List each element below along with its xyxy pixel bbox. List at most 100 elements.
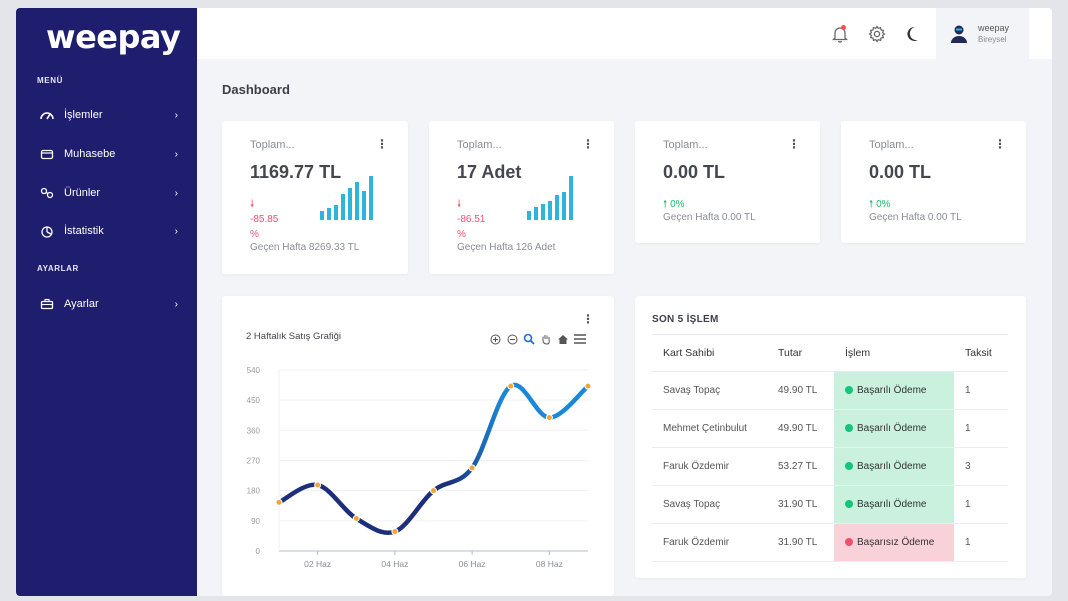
cell-amount: 49.90 TL xyxy=(767,371,834,410)
x-tick-label: 02 Haz xyxy=(304,559,331,569)
data-point xyxy=(584,382,592,390)
more-vertical-icon[interactable]: ⋮ xyxy=(582,137,594,151)
sidebar-item-label: Muhasebe xyxy=(64,148,116,160)
chart-toolbar xyxy=(488,333,587,345)
sidebar-item-islemler[interactable]: İşlemler › xyxy=(38,104,178,126)
mini-bar xyxy=(555,194,559,220)
mini-bar xyxy=(534,207,538,220)
stat-card-3: Toplam... ⋮ 0.00 TL 🠕 0% Geçen Hafta 0.0… xyxy=(635,121,820,243)
stat-label: Toplam... xyxy=(663,139,708,151)
zoom-in-icon[interactable] xyxy=(488,333,502,345)
menu-icon[interactable] xyxy=(573,333,587,345)
moon-icon[interactable] xyxy=(902,24,922,44)
stat-change: 🠗 -85.85 % xyxy=(250,197,290,242)
cell-amount: 49.90 TL xyxy=(767,409,834,448)
bell-icon[interactable] xyxy=(830,24,850,44)
data-point xyxy=(352,514,360,522)
sidebar-item-urunler[interactable]: Ürünler › xyxy=(38,182,178,204)
home-reset-icon[interactable] xyxy=(556,333,570,345)
speedometer-icon xyxy=(38,108,56,122)
pie-chart-icon xyxy=(38,224,56,238)
zoom-select-icon[interactable] xyxy=(522,333,536,345)
table-row[interactable]: Faruk Özdemir 31.90 TL Başarısız Ödeme 1 xyxy=(652,523,1008,562)
chart-title: 2 Haftalık Satış Grafiği xyxy=(246,331,342,342)
mini-bar xyxy=(320,211,324,220)
status-dot xyxy=(845,538,853,546)
cell-status: Başarılı Ödeme xyxy=(834,485,954,524)
gear-icon[interactable] xyxy=(867,24,887,44)
cell-installment: 1 xyxy=(954,485,1008,524)
sidebar-section-ayarlar: AYARLAR xyxy=(37,264,79,273)
user-menu[interactable]: weepay Bireysel xyxy=(936,8,1029,59)
app-frame: weepay MENÜ İşlemler › Muhasebe › Ürünle… xyxy=(16,8,1052,596)
more-vertical-icon[interactable]: ⋮ xyxy=(788,137,800,151)
sales-line-chart: 0 90 180 270 360 450 540 02 Haz 04 Haz 06 Haz 08 H… xyxy=(247,366,592,569)
avatar xyxy=(950,24,968,44)
table-row[interactable]: Savaş Topaç 49.90 TL Başarılı Ödeme 1 xyxy=(652,371,1008,410)
data-point xyxy=(430,487,437,495)
data-point xyxy=(275,498,283,506)
zoom-out-icon[interactable] xyxy=(505,333,519,345)
cell-card-holder: Savaş Topaç xyxy=(652,371,767,410)
y-tick-label: 90 xyxy=(251,517,260,526)
stat-card-total-amount: Toplam... ⋮ 1169.77 TL 🠗 -85.85 % Geçen … xyxy=(222,121,408,274)
cell-installment: 3 xyxy=(954,447,1008,486)
status-badge: Başarılı Ödeme xyxy=(857,385,927,396)
sidebar-item-ayarlar[interactable]: Ayarlar › xyxy=(38,293,178,315)
column-header[interactable]: İşlem xyxy=(834,334,954,372)
mini-bar-chart xyxy=(527,175,573,220)
x-tick-label: 04 Haz xyxy=(381,559,408,569)
transactions-body: Savaş Topaç 49.90 TL Başarılı Ödeme 1 Mehmet… xyxy=(652,371,1008,562)
stat-previous: Geçen Hafta 126 Adet xyxy=(457,242,556,253)
pan-hand-icon[interactable] xyxy=(539,333,553,345)
arrow-up-icon: 🠕 xyxy=(869,199,874,210)
sidebar-item-label: İşlemler xyxy=(64,109,103,121)
stat-previous: Geçen Hafta 0.00 TL xyxy=(869,212,962,223)
stat-label: Toplam... xyxy=(869,139,914,151)
brand-logo[interactable]: weepay xyxy=(46,18,181,56)
data-point xyxy=(468,464,476,472)
table-row[interactable]: Faruk Özdemir 53.27 TL Başarılı Ödeme 3 xyxy=(652,447,1008,486)
y-tick-label: 360 xyxy=(247,426,261,435)
transactions-title: SON 5 İŞLEM xyxy=(652,314,719,325)
column-header[interactable]: Taksit xyxy=(954,334,1008,372)
mini-bar xyxy=(348,187,352,220)
stat-value: 1169.77 TL xyxy=(250,162,342,182)
mini-bar xyxy=(369,176,373,220)
chevron-right-icon: › xyxy=(174,109,178,121)
stat-value: 17 Adet xyxy=(457,162,522,182)
cell-status: Başarılı Ödeme xyxy=(834,371,954,410)
sales-chart-card: ⋮ 2 Haftalık Satış Grafiği 0 90 180 270 360 4… xyxy=(222,296,614,596)
chevron-right-icon: › xyxy=(174,187,178,199)
y-tick-label: 180 xyxy=(247,487,261,496)
sidebar-item-label: İstatistik xyxy=(64,225,104,237)
more-vertical-icon[interactable]: ⋮ xyxy=(582,312,594,326)
more-vertical-icon[interactable]: ⋮ xyxy=(994,137,1006,151)
sidebar-item-muhasebe[interactable]: Muhasebe › xyxy=(38,143,178,165)
sidebar: weepay MENÜ İşlemler › Muhasebe › Ürünle… xyxy=(16,8,197,596)
cell-card-holder: Faruk Özdemir xyxy=(652,523,767,562)
table-row[interactable]: Mehmet Çetinbulut 49.90 TL Başarılı Ödeme 1 xyxy=(652,409,1008,448)
column-header[interactable]: Kart Sahibi xyxy=(652,334,767,372)
sidebar-item-istatistik[interactable]: İstatistik › xyxy=(38,220,178,242)
table-row[interactable]: Savaş Topaç 31.90 TL Başarılı Ödeme 1 xyxy=(652,485,1008,524)
more-vertical-icon[interactable]: ⋮ xyxy=(376,137,388,151)
mini-bar xyxy=(541,204,545,220)
stat-card-4: Toplam... ⋮ 0.00 TL 🠕 0% Geçen Hafta 0.0… xyxy=(841,121,1026,243)
cell-card-holder: Mehmet Çetinbulut xyxy=(652,409,767,448)
cell-installment: 1 xyxy=(954,409,1008,448)
sidebar-item-label: Ayarlar xyxy=(64,298,99,310)
y-tick-label: 270 xyxy=(247,457,261,466)
y-tick-label: 540 xyxy=(247,366,261,375)
status-badge: Başarısız Ödeme xyxy=(857,537,935,548)
status-dot xyxy=(845,386,853,394)
status-badge: Başarılı Ödeme xyxy=(857,461,927,472)
y-tick-label: 450 xyxy=(247,396,261,405)
column-header[interactable]: Tutar xyxy=(767,334,834,372)
cell-card-holder: Savaş Topaç xyxy=(652,485,767,524)
chevron-right-icon: › xyxy=(174,225,178,237)
mini-bar xyxy=(355,181,359,220)
cell-installment: 1 xyxy=(954,371,1008,410)
user-role: Bireysel xyxy=(978,35,1007,44)
topbar: weepay Bireysel xyxy=(197,8,1052,59)
